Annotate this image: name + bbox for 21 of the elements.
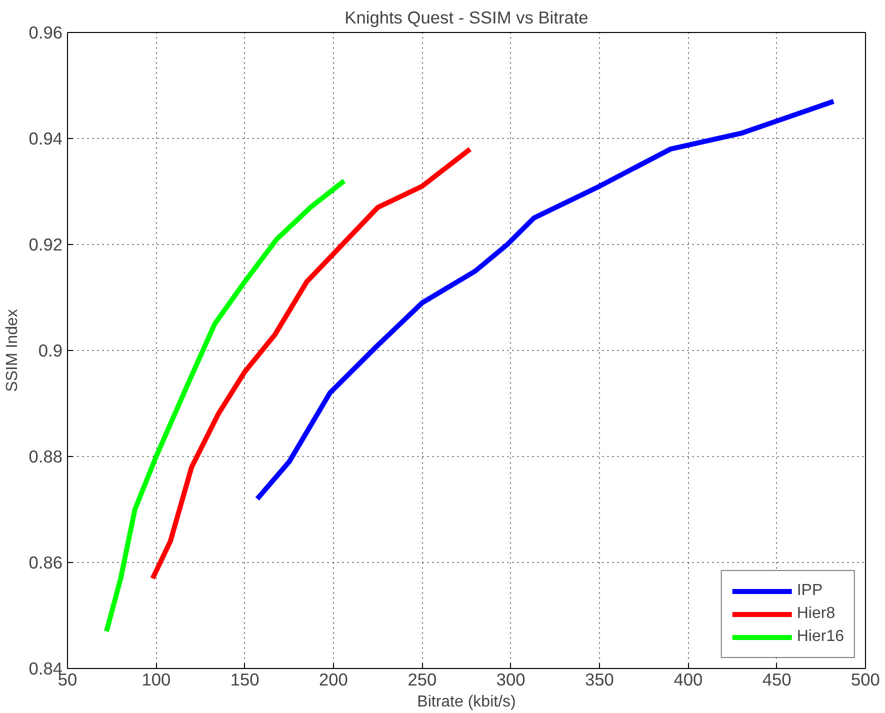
y-tick-label: 0.88 (28, 446, 63, 466)
x-tick-label: 200 (319, 670, 348, 690)
y-tick-label: 0.92 (28, 234, 63, 254)
x-tick-label: 100 (142, 670, 171, 690)
x-tick-label: 400 (674, 670, 703, 690)
y-tick-label: 0.9 (38, 340, 63, 360)
legend-label: Hier16 (796, 628, 844, 646)
x-axis-title: Bitrate (kbit/s) (417, 694, 516, 710)
legend-label: Hier8 (796, 605, 836, 623)
y-axis-title: SSIM Index (4, 309, 21, 392)
x-tick-label: 300 (496, 670, 526, 690)
x-tick-label: 450 (762, 670, 792, 690)
y-tick-label: 0.96 (28, 22, 63, 42)
y-tick-label: 0.94 (28, 128, 63, 148)
x-tick-label: 150 (230, 670, 260, 690)
legend-label: IPP (796, 582, 823, 600)
x-tick-label: 500 (851, 670, 880, 690)
chart-title: Knights Quest - SSIM vs Bitrate (344, 8, 588, 28)
x-tick-label: 250 (408, 670, 437, 690)
x-tick-label: 350 (585, 670, 614, 690)
y-tick-label: 0.86 (28, 552, 63, 572)
